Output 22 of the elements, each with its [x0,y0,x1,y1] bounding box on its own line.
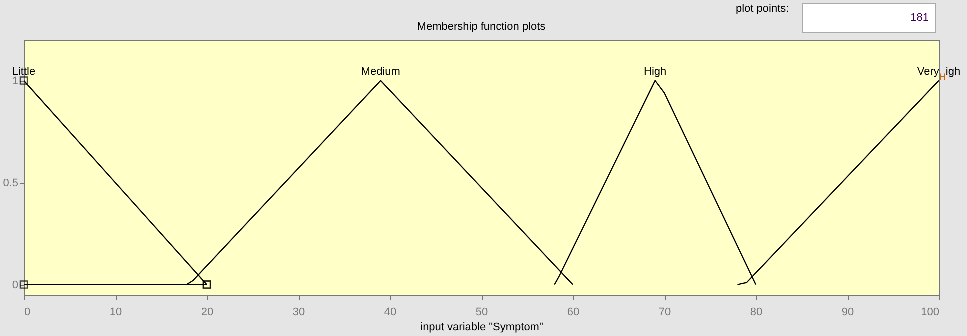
x-tick-label: 100 [921,306,940,318]
y-tick-label: 1 [12,75,18,88]
series-label: High [644,66,667,78]
x-tick-label: 10 [110,306,122,318]
x-tick-label: 70 [658,306,672,318]
x-tick-label: 0 [24,306,31,318]
text-field: 181 [802,3,936,33]
x-tick-label: 60 [567,306,580,318]
series-label: Medium [361,66,400,78]
x-tick-label: 80 [750,306,763,318]
x-axis-title: input variable "Symptom" [420,322,544,334]
chart-title: Membership function plots [417,21,546,33]
series-label: Very$_{H}$igh [917,66,961,82]
x-tick-label: 20 [201,306,214,318]
x-tick-label: 50 [476,306,488,318]
x-tick-label: 90 [842,306,854,318]
x-tick-label: 40 [384,306,397,318]
y-tick-label: 0.5 [3,177,18,190]
x-tick-label: 30 [292,306,306,318]
y-tick-label: 0 [12,279,18,292]
series-label: Little [12,66,36,78]
text: plot points: [736,3,790,15]
